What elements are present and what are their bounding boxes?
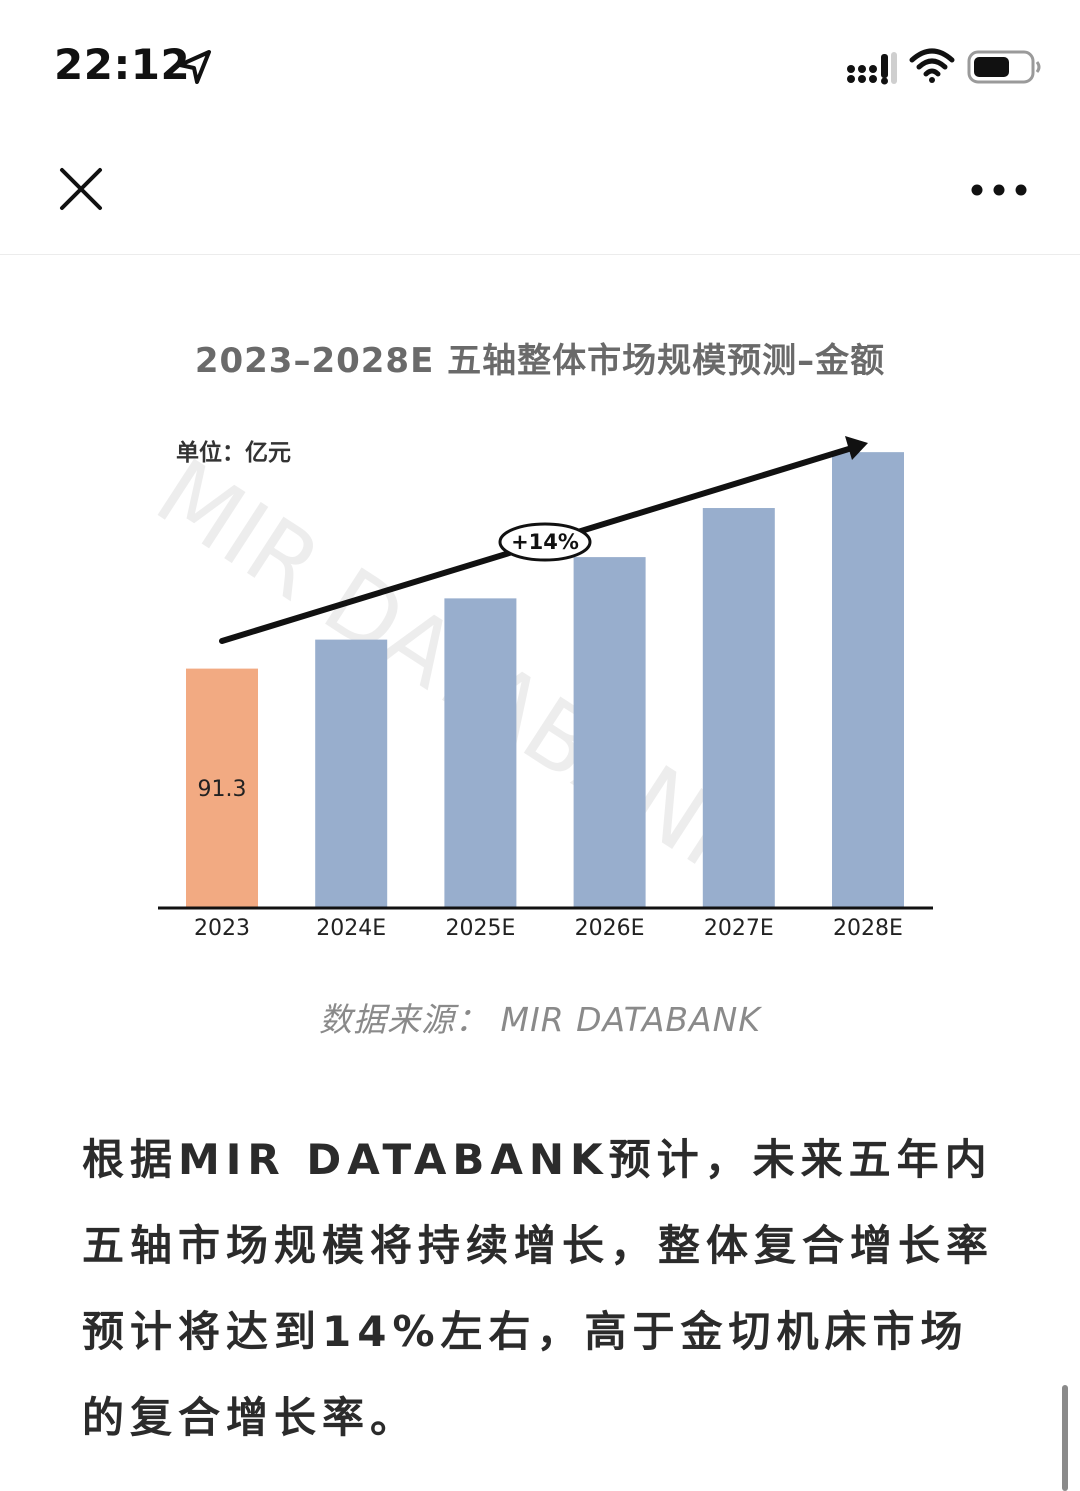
wifi-icon xyxy=(909,48,955,83)
cellular-signal-icon xyxy=(847,52,897,85)
bar-2026E xyxy=(573,557,646,907)
x-tick-label-2024E: 2024E xyxy=(316,916,386,941)
battery-level-fill xyxy=(974,57,1009,77)
x-tick-label-2028E: 2028E xyxy=(833,916,903,941)
more-icon xyxy=(971,184,1027,196)
x-tick-label-2026E: 2026E xyxy=(575,916,645,941)
bars-layer xyxy=(186,452,904,907)
location-arrow-icon xyxy=(178,50,211,84)
battery-icon xyxy=(967,50,1041,84)
x-tick-label-2027E: 2027E xyxy=(704,916,774,941)
bar-2028E xyxy=(832,452,904,907)
close-icon xyxy=(60,168,102,210)
growth-label: +14% xyxy=(511,530,579,554)
bar-2024E xyxy=(315,639,388,907)
bar-2023 xyxy=(186,668,258,907)
x-tick-label-2023: 2023 xyxy=(194,916,250,941)
labels-layer: 2023 91.3 2024E 2025E 2026E 2027E 2028E xyxy=(194,777,903,941)
bar-2027E xyxy=(702,508,775,907)
unit-label: 单位：亿元 xyxy=(176,439,291,466)
close-button[interactable] xyxy=(52,160,110,218)
chart-title: 2023–2028E 五轴整体市场规模预测–金额 xyxy=(194,341,886,381)
chart-image[interactable]: 2023–2028E 五轴整体市场规模预测–金额 单位：亿元 MIR DATAB… xyxy=(0,255,1080,1075)
article-paragraph: 根据MIR DATABANK预计，未来五年内五轴市场规模将持续增长，整体复合增长… xyxy=(82,1135,995,1442)
source-caption: 数据来源： MIR DATABANK xyxy=(319,1000,761,1039)
data-label-2023: 91.3 xyxy=(198,777,247,802)
scroll-indicator xyxy=(1062,1385,1068,1491)
nav-bar xyxy=(0,130,1080,255)
more-options-button[interactable] xyxy=(966,172,1032,208)
x-tick-label-2025E: 2025E xyxy=(445,916,515,941)
growth-arrow-head xyxy=(845,436,868,460)
growth-badge xyxy=(498,522,592,562)
status-bar: 22:12 xyxy=(0,0,1080,130)
bar-2025E xyxy=(444,598,517,907)
status-time: 22:12 xyxy=(54,40,191,89)
